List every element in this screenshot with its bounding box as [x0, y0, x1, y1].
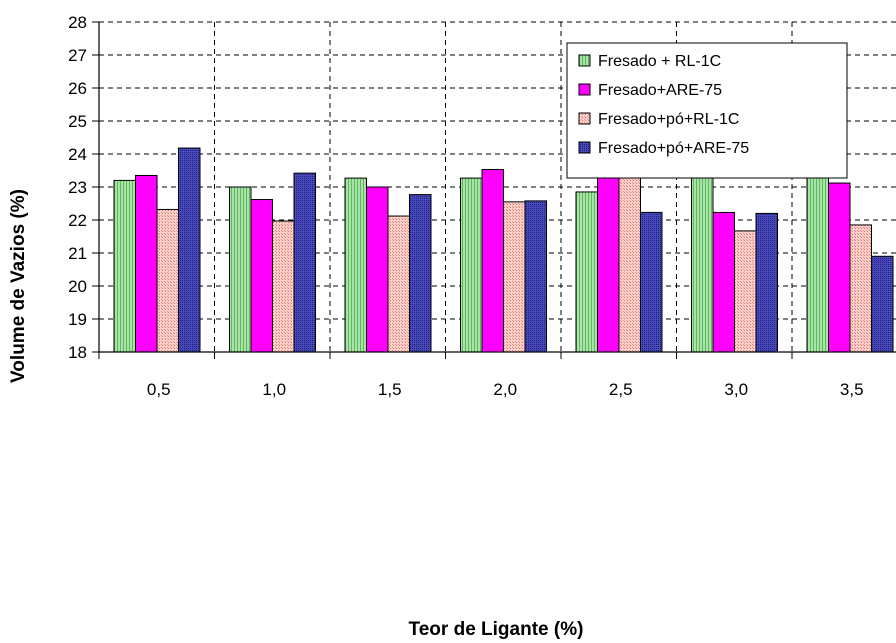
y-tick-label: 18	[68, 343, 87, 362]
y-tick-label: 21	[68, 244, 87, 263]
legend-swatch	[578, 141, 591, 154]
bar	[575, 191, 598, 353]
y-tick-label: 22	[68, 211, 87, 230]
y-tick-label: 24	[68, 145, 87, 164]
bar	[387, 215, 410, 353]
bar	[597, 167, 620, 353]
bar	[640, 211, 663, 353]
bar	[156, 208, 179, 353]
axes	[92, 21, 896, 359]
y-tick-label: 23	[68, 178, 87, 197]
bar	[524, 200, 547, 353]
bar	[135, 174, 158, 353]
bar	[344, 177, 367, 353]
y-tick-labels: 18 19 20 21 22 23 24 25 26 27 28	[68, 13, 87, 362]
x-tick-labels: 0,5 1,0 1,5 2,0 2,5 3,0 3,5	[147, 380, 864, 399]
x-tick-label: 0,5	[147, 380, 171, 399]
legend-swatch	[578, 54, 591, 67]
legend-swatch	[578, 112, 591, 125]
bar	[113, 179, 136, 353]
bar	[250, 199, 273, 353]
legend-label: Fresado+pó+RL-1C	[598, 111, 739, 128]
y-tick-label: 25	[68, 112, 87, 131]
bar	[272, 220, 295, 353]
y-tick-label: 20	[68, 277, 87, 296]
y-tick-label: 19	[68, 310, 87, 329]
legend: Fresado + RL-1C Fresado+ARE-75 Fresado+pó+…	[566, 42, 848, 179]
bar	[293, 172, 316, 353]
x-tick-label: 3,5	[840, 380, 864, 399]
y-tick-label: 27	[68, 46, 87, 65]
bar	[503, 201, 526, 353]
bar	[871, 255, 894, 353]
x-tick-label: 2,0	[493, 380, 517, 399]
y-tick-label: 28	[68, 13, 87, 32]
x-axis-title: Teor de Ligante (%)	[409, 619, 584, 640]
bar	[460, 177, 483, 353]
x-tick-label: 1,5	[378, 380, 402, 399]
legend-swatch	[578, 83, 591, 96]
legend-label: Fresado+pó+ARE-75	[598, 140, 749, 157]
bar	[849, 224, 872, 353]
bar	[481, 169, 504, 353]
bar	[178, 147, 201, 353]
y-axis-title: Volume de Vazios (%)	[8, 189, 29, 383]
bar	[755, 212, 778, 353]
legend-label: Fresado+ARE-75	[598, 82, 722, 99]
bar	[712, 211, 735, 353]
bar	[229, 186, 252, 353]
x-tick-label: 1,0	[262, 380, 286, 399]
bar	[618, 170, 641, 353]
legend-label: Fresado + RL-1C	[598, 53, 721, 70]
y-tick-label: 26	[68, 79, 87, 98]
bar	[734, 230, 757, 353]
x-tick-label: 2,5	[609, 380, 633, 399]
bar	[366, 186, 389, 353]
bars	[113, 126, 894, 353]
bar	[409, 194, 432, 353]
legend-box	[566, 42, 848, 179]
bar	[828, 182, 851, 353]
x-tick-label: 3,0	[724, 380, 748, 399]
